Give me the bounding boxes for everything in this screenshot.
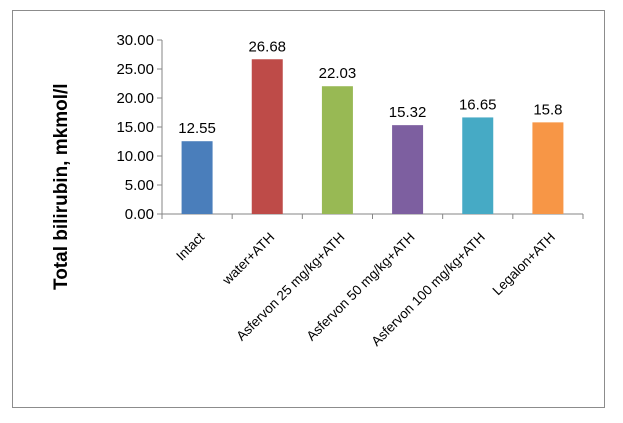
y-tick-label: 25.00: [116, 61, 154, 78]
data-label: 22.03: [319, 65, 357, 82]
data-label: 16.65: [459, 96, 497, 113]
y-tick-label: 10.00: [116, 148, 154, 165]
data-label: 15.8: [533, 101, 562, 118]
y-axis-ticks: 0.00 5.00 10.00 15.00 20.00 25.00 30.00: [116, 32, 584, 223]
category-label: Asfervon 100 mg/kg+ATH: [368, 230, 487, 349]
y-tick-label: 15.00: [116, 119, 154, 136]
bar: [462, 117, 494, 214]
chart-area: [12, 10, 605, 408]
y-axis-label: Total bilirubin, mkmol/l: [51, 83, 72, 290]
data-label: 26.68: [248, 38, 286, 55]
bar: [321, 86, 353, 214]
bar: [251, 59, 283, 215]
bar: [181, 141, 213, 214]
data-label: 12.55: [178, 120, 216, 137]
data-labels: 12.55 26.68 22.03 15.32 16.65 15.8: [178, 38, 562, 137]
y-tick-label: 5.00: [125, 177, 154, 194]
y-tick-label: 30.00: [116, 32, 154, 49]
bar: [532, 122, 564, 214]
category-label: Legalon+ATH: [489, 230, 558, 299]
axes: [161, 40, 583, 215]
data-label: 15.32: [389, 104, 427, 121]
bars: [181, 59, 564, 215]
category-label: water+ATH: [219, 230, 278, 289]
y-tick-label: 20.00: [116, 90, 154, 107]
y-tick-label: 0.00: [125, 206, 154, 223]
category-label: Intact: [173, 229, 207, 263]
bar: [392, 125, 424, 214]
